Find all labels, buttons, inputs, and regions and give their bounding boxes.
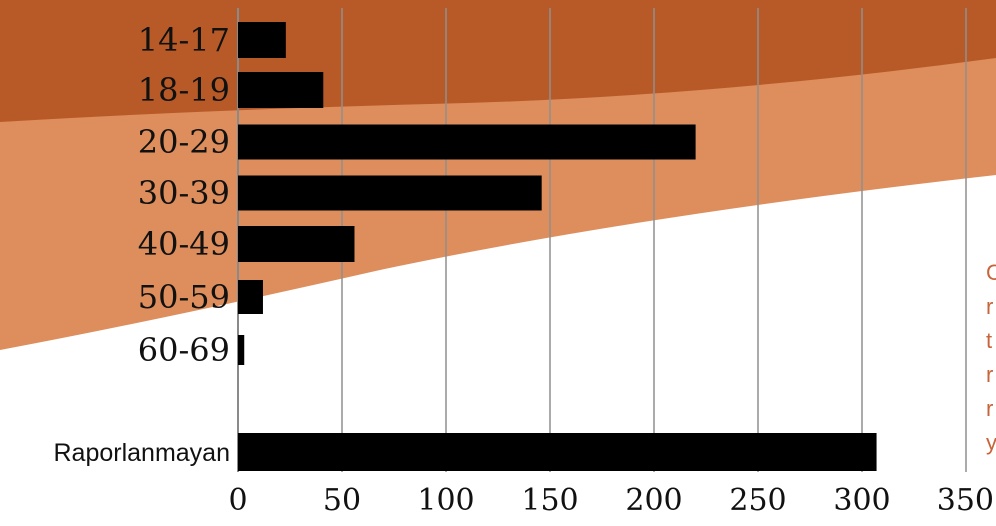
bar-6	[238, 335, 245, 365]
x-tick-label-150: 150	[521, 483, 578, 518]
x-tick-label-250: 250	[729, 483, 786, 518]
category-label-6: 60-69	[138, 331, 230, 369]
x-tick-label-200: 200	[625, 483, 682, 518]
side-text-letter-4: r	[986, 396, 993, 421]
x-tick-label-100: 100	[417, 483, 474, 518]
bar-2	[238, 124, 696, 160]
bar-7	[238, 433, 877, 471]
x-tick-label-50: 50	[323, 483, 361, 518]
category-label-1: 18-19	[138, 71, 230, 109]
category-label-3: 30-39	[138, 174, 230, 212]
x-tick-label-300: 300	[833, 483, 890, 518]
category-label-7: Raporlanmayan	[54, 439, 231, 467]
category-labels: 14-17 18-19 20-29 30-39 40-49 50-59 60-69 Rapor…	[54, 21, 231, 467]
bar-3	[238, 175, 542, 211]
category-label-0: 14-17	[138, 21, 230, 59]
side-text-letter-3: r	[986, 362, 993, 387]
x-tick-label-350: 350	[937, 483, 994, 518]
side-text-letter-0: C	[986, 260, 996, 285]
side-text-letter-2: t	[986, 328, 992, 353]
category-label-5: 50-59	[138, 278, 230, 316]
bar-0	[238, 22, 286, 58]
side-text-letter-1: r	[986, 294, 993, 319]
category-label-4: 40-49	[138, 225, 230, 263]
x-tick-labels: 0 50 100 150 200 250 300 350	[228, 483, 994, 518]
bar-4	[238, 226, 355, 262]
x-tick-label-0: 0	[228, 483, 247, 518]
bar-5	[238, 280, 263, 314]
category-label-2: 20-29	[138, 123, 230, 161]
side-text-letter-5: y	[986, 430, 996, 455]
bar-1	[238, 72, 324, 108]
bars	[238, 22, 877, 471]
